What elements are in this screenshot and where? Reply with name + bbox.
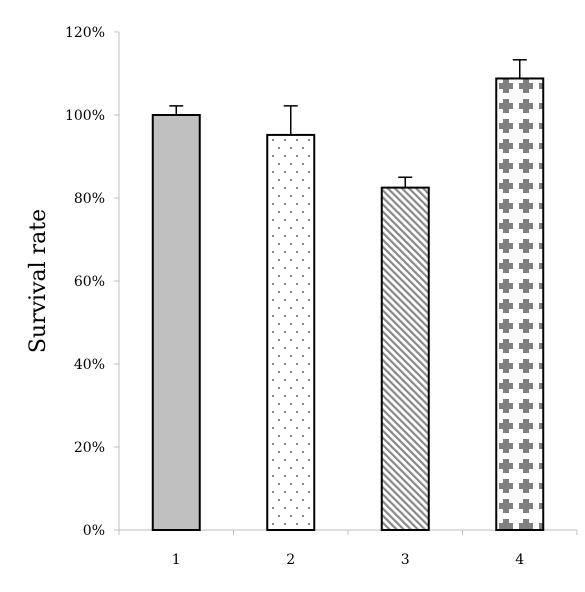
bar-2: [266, 133, 316, 531]
x-tick-label: 4: [515, 552, 524, 568]
bars: [151, 77, 545, 531]
x-tick-label: 3: [401, 552, 410, 568]
y-tick-label: 120%: [65, 25, 105, 41]
y-tick-label: 40%: [74, 357, 105, 373]
bar-1: [151, 114, 201, 531]
y-tick-label: 80%: [74, 191, 105, 207]
bar-4: [495, 77, 545, 531]
y-tick-label: 60%: [74, 274, 105, 290]
y-axis-title: Survival rate: [26, 209, 51, 353]
y-axis: 0% 20% 40% 60% 80% 100% 120%: [65, 25, 120, 539]
x-tick-label: 2: [286, 552, 295, 568]
y-tick-label: 100%: [65, 108, 105, 124]
y-tick-label: 0%: [83, 523, 105, 539]
error-bars: [169, 59, 527, 188]
x-tick-label: 1: [172, 552, 181, 568]
bar-3: [380, 186, 430, 531]
x-axis: 1 2 3 4: [118, 529, 578, 568]
y-tick-label: 20%: [74, 440, 105, 456]
